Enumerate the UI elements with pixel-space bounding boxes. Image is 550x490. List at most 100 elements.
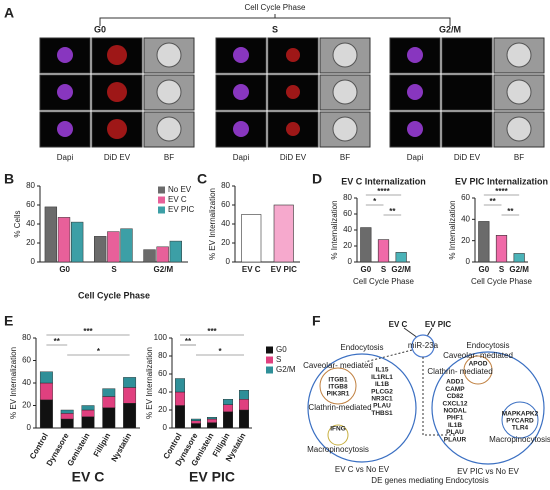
ev-signal bbox=[107, 45, 127, 65]
gene: CD82 bbox=[447, 393, 464, 400]
y-axis-label: % Internalization bbox=[448, 200, 457, 259]
gene: CAMP bbox=[445, 386, 465, 393]
gene: CXCL12 bbox=[443, 400, 468, 407]
chart-title: EV C bbox=[72, 469, 105, 485]
channel-label: Dapi bbox=[233, 153, 250, 162]
gene: NODAL bbox=[443, 408, 466, 415]
legend-swatch bbox=[158, 186, 165, 194]
bar-segment bbox=[206, 417, 217, 420]
x-tick-label: G2/M bbox=[391, 265, 411, 274]
cell bbox=[506, 79, 532, 105]
bar bbox=[44, 206, 58, 263]
legend-swatch bbox=[266, 356, 273, 364]
y-tick-label: 40 bbox=[158, 387, 167, 396]
x-axis-label: Cell Cycle Phase bbox=[78, 290, 150, 300]
y-tick-label: 60 bbox=[22, 356, 31, 365]
x-axis-label: Cell Cycle Phase bbox=[471, 277, 532, 286]
chart-title: EV PIC Internalization bbox=[455, 176, 548, 186]
sig-label: * bbox=[373, 197, 377, 206]
nucleus bbox=[233, 84, 249, 100]
nucleus bbox=[233, 47, 249, 63]
caveolar-circle bbox=[319, 367, 357, 405]
gene: IL15 bbox=[375, 367, 388, 374]
panel-label: F bbox=[312, 313, 321, 329]
bar bbox=[395, 252, 407, 263]
legend-swatch bbox=[158, 196, 165, 204]
bar bbox=[57, 217, 71, 263]
legend-label: G0 bbox=[276, 345, 287, 354]
gene: ADD1 bbox=[446, 379, 464, 386]
nucleus bbox=[57, 84, 73, 100]
bar bbox=[478, 221, 490, 263]
gene: PLAU bbox=[446, 429, 464, 436]
y-tick-label: 0 bbox=[466, 257, 471, 266]
macro-circle bbox=[327, 424, 349, 446]
bar-segment bbox=[81, 405, 95, 411]
sig-label: *** bbox=[83, 327, 93, 336]
bar-segment bbox=[81, 409, 95, 417]
bar-segment bbox=[39, 382, 53, 401]
heading: Endocytosis bbox=[340, 343, 383, 352]
bar-segment bbox=[123, 387, 137, 404]
cell bbox=[156, 116, 182, 142]
mirna-label: miR-23a bbox=[408, 341, 439, 350]
y-tick-label: 20 bbox=[158, 405, 167, 414]
x-tick-label: EV C bbox=[242, 265, 261, 274]
gene: IFNG bbox=[330, 426, 346, 433]
legend-label: No EV bbox=[168, 185, 192, 194]
x-tick-label: S bbox=[381, 265, 387, 274]
y-axis-label: % EV Internalization bbox=[208, 188, 217, 260]
cell bbox=[156, 79, 182, 105]
y-tick-label: 40 bbox=[26, 219, 35, 228]
panel-label: C bbox=[197, 171, 207, 187]
x-tick-label: Control bbox=[28, 432, 50, 461]
x-tick-label: S bbox=[111, 265, 117, 274]
ev-signal bbox=[286, 48, 300, 62]
heading: Endocytosis bbox=[466, 341, 509, 350]
nucleus bbox=[407, 47, 423, 63]
ev-signal bbox=[107, 119, 127, 139]
x-tick-label: G0 bbox=[478, 265, 489, 274]
bar-segment bbox=[102, 407, 116, 429]
gene: ITGB8 bbox=[328, 384, 348, 391]
y-tick-label: 100 bbox=[154, 333, 168, 342]
legend-label: S bbox=[276, 355, 281, 364]
gene: IL1RL1 bbox=[371, 374, 393, 381]
panel-label: B bbox=[4, 171, 14, 187]
bar-segment bbox=[60, 413, 74, 420]
x-tick-label: G2/M bbox=[154, 265, 174, 274]
bar-segment bbox=[190, 420, 201, 424]
nucleus bbox=[407, 84, 423, 100]
cell bbox=[506, 42, 532, 68]
nucleus bbox=[407, 121, 423, 137]
y-tick-label: 20 bbox=[461, 236, 470, 245]
channel-label: DiD EV bbox=[454, 153, 481, 162]
sig-label: **** bbox=[495, 187, 508, 196]
y-tick-label: 60 bbox=[26, 200, 35, 209]
gene: PIK3R1 bbox=[327, 391, 350, 398]
legend-label: G2/M bbox=[276, 365, 296, 374]
micro-tile bbox=[441, 37, 493, 74]
clathrin-label: Clathrin- mediated bbox=[427, 367, 492, 376]
x-tick-label: S bbox=[499, 265, 505, 274]
gene: APOD bbox=[469, 361, 488, 368]
caption: EV C vs No EV bbox=[335, 465, 390, 474]
link bbox=[364, 349, 455, 436]
x-tick-label: EV PIC bbox=[271, 265, 297, 274]
channel-label: BF bbox=[164, 153, 174, 162]
bar bbox=[495, 235, 508, 263]
gene: ITGB1 bbox=[328, 377, 348, 384]
y-tick-label: 20 bbox=[22, 401, 31, 410]
bar bbox=[94, 236, 107, 263]
micro-tile bbox=[441, 111, 493, 148]
y-tick-label: 60 bbox=[343, 209, 352, 218]
y-tick-label: 80 bbox=[343, 193, 352, 202]
bar-segment bbox=[60, 409, 74, 414]
channel-label: Dapi bbox=[57, 153, 74, 162]
y-tick-label: 80 bbox=[22, 333, 31, 342]
bar bbox=[169, 240, 183, 263]
bar-segment bbox=[238, 409, 249, 429]
micro-tile bbox=[215, 37, 267, 74]
y-tick-label: 20 bbox=[343, 241, 352, 250]
